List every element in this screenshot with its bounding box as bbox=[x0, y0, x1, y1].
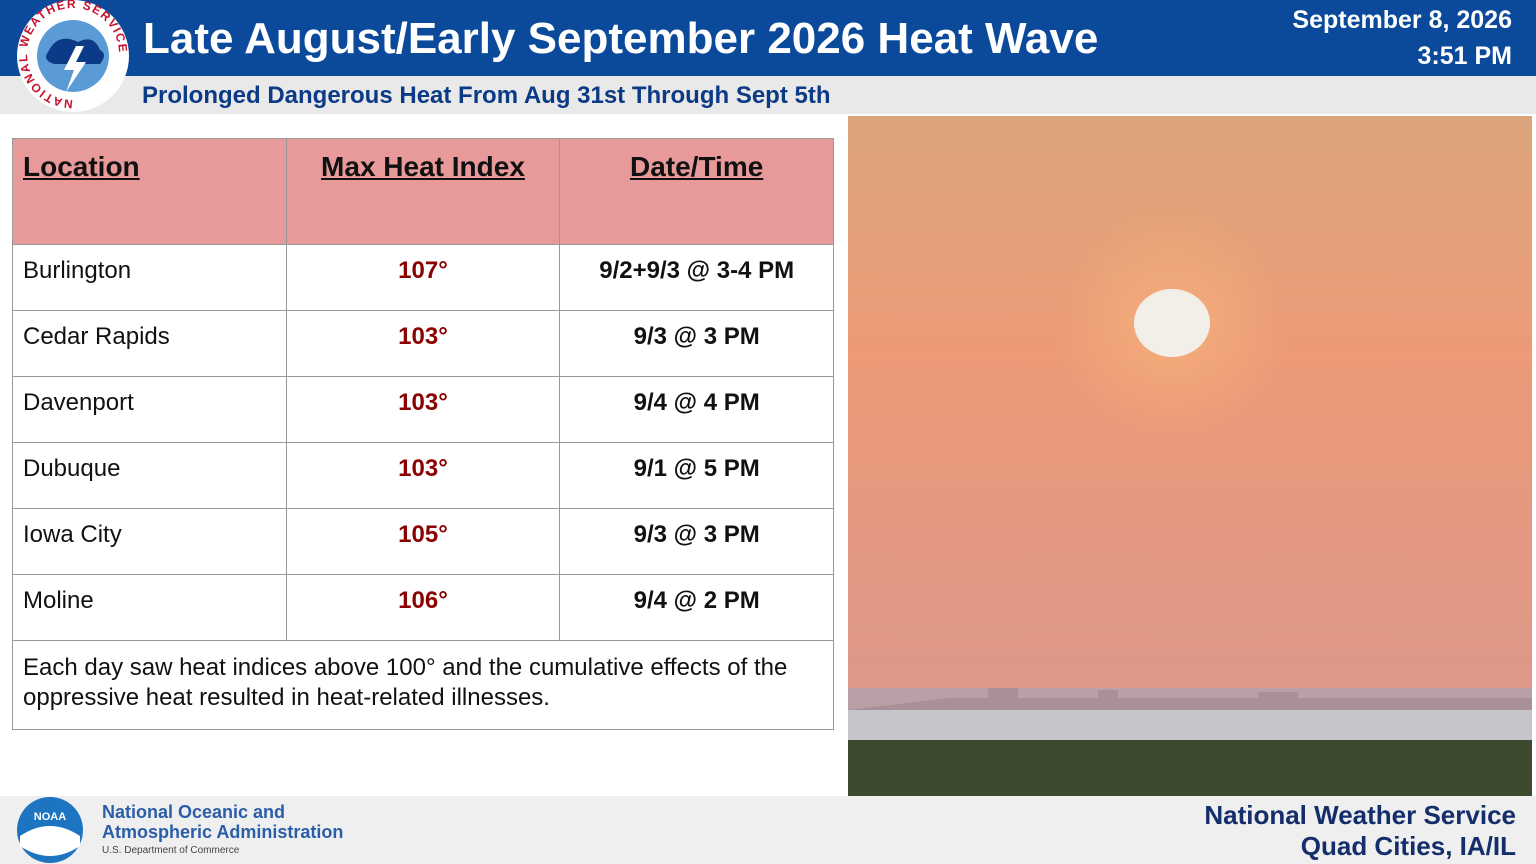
location-cell: Davenport bbox=[12, 376, 287, 443]
datetime-cell: 9/3 @ 3 PM bbox=[559, 310, 834, 377]
subtitle-bar bbox=[0, 76, 1536, 114]
agency-line2: Atmospheric Administration bbox=[102, 822, 344, 842]
heat-index-cell: 103° bbox=[285, 442, 561, 509]
column-header: Max Heat Index bbox=[285, 138, 561, 245]
location-cell: Dubuque bbox=[12, 442, 287, 509]
location-cell: Iowa City bbox=[12, 508, 287, 575]
datetime-cell: 9/4 @ 4 PM bbox=[559, 376, 834, 443]
table-row: Davenport 103° 9/4 @ 4 PM bbox=[12, 376, 834, 443]
table-row: Moline 106° 9/4 @ 2 PM bbox=[12, 574, 834, 641]
agency-line1: National Oceanic and bbox=[102, 802, 286, 822]
note-row: Each day saw heat indices above 100° and… bbox=[12, 640, 834, 730]
datetime-cell: 9/2+9/3 @ 3-4 PM bbox=[559, 244, 834, 311]
datetime-cell: 9/3 @ 3 PM bbox=[559, 508, 834, 575]
table-row: Burlington 107° 9/2+9/3 @ 3-4 PM bbox=[12, 244, 834, 311]
nws-logo: NATIONAL WEATHER SERVICE bbox=[16, 0, 129, 112]
column-header: Date/Time bbox=[559, 138, 834, 245]
noaa-logo: NOAA bbox=[17, 797, 83, 863]
heat-index-cell: 103° bbox=[285, 310, 561, 377]
location-cell: Cedar Rapids bbox=[12, 310, 287, 377]
date: September 8, 2026 bbox=[1292, 6, 1512, 34]
note: Each day saw heat indices above 100° and… bbox=[12, 640, 834, 730]
heat-index-cell: 106° bbox=[285, 574, 561, 641]
heat-index-cell: 107° bbox=[285, 244, 561, 311]
header-bar bbox=[0, 0, 1536, 76]
table-row: Iowa City 105° 9/3 @ 3 PM bbox=[12, 508, 834, 575]
datetime-cell: 9/1 @ 5 PM bbox=[559, 442, 834, 509]
department: U.S. Department of Commerce bbox=[102, 845, 240, 856]
heat-table: Location Max Heat Index Date/Time Burlingto… bbox=[12, 138, 834, 730]
column-header: Location bbox=[12, 138, 287, 245]
location-cell: Burlington bbox=[12, 244, 287, 311]
office: National Weather Service bbox=[1204, 800, 1516, 830]
photo bbox=[848, 116, 1532, 796]
datetime-cell: 9/4 @ 2 PM bbox=[559, 574, 834, 641]
heat-index-cell: 105° bbox=[285, 508, 561, 575]
title: Late August/Early September 2026 Heat Wa… bbox=[143, 14, 1099, 63]
heat-index-cell: 103° bbox=[285, 376, 561, 443]
footer-bar bbox=[0, 796, 1536, 864]
table-row: Cedar Rapids 103° 9/3 @ 3 PM bbox=[12, 310, 834, 377]
table-row: Dubuque 103° 9/1 @ 5 PM bbox=[12, 442, 834, 509]
office-location: Quad Cities, IA/IL bbox=[1300, 831, 1516, 861]
noaa-logo-text: NOAA bbox=[34, 811, 66, 823]
header-row: Location Max Heat Index Date/Time bbox=[12, 138, 834, 245]
time: 3:51 PM bbox=[1417, 42, 1512, 70]
subtitle: Prolonged Dangerous Heat From Aug 31st T… bbox=[142, 82, 831, 109]
location-cell: Moline bbox=[12, 574, 287, 641]
